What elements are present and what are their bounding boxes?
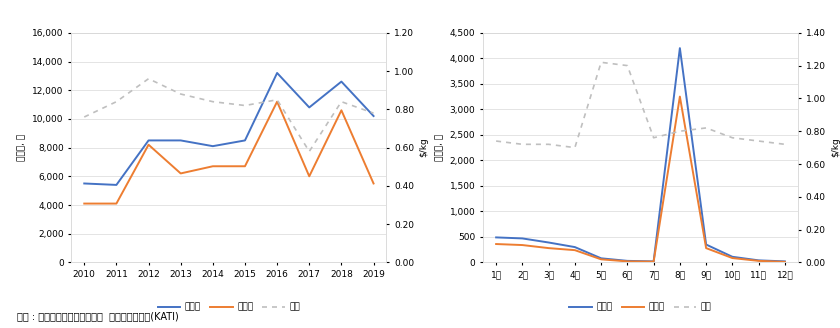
- Y-axis label: 천달러, 톤: 천달러, 톤: [18, 134, 27, 161]
- Y-axis label: $/kg: $/kg: [420, 138, 428, 157]
- Legend: 수입량, 수입액, 단가: 수입량, 수입액, 단가: [565, 299, 716, 315]
- Y-axis label: $/kg: $/kg: [832, 138, 840, 157]
- Text: 출처 : 한국농수산식품유통공사  농식품수출정보(KATI): 출처 : 한국농수산식품유통공사 농식품수출정보(KATI): [17, 312, 179, 321]
- Y-axis label: 천달러, 톤: 천달러, 톤: [435, 134, 444, 161]
- Legend: 수입량, 수입액, 단가: 수입량, 수입액, 단가: [154, 299, 304, 315]
